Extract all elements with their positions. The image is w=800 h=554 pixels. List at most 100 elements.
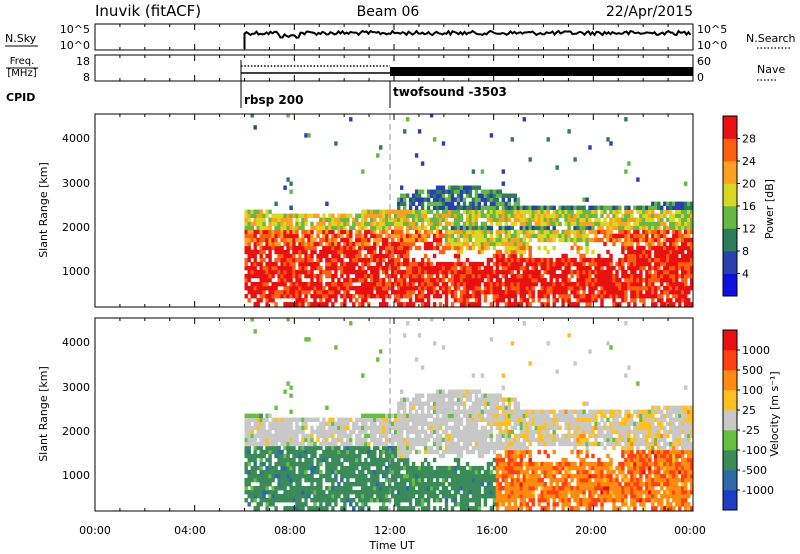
power-cell — [663, 286, 667, 291]
power-cell — [504, 282, 508, 287]
power-cell — [268, 298, 272, 303]
velocity-cell — [444, 425, 449, 431]
power-cell — [612, 282, 616, 287]
power-cell — [346, 245, 350, 251]
power-cell — [453, 229, 458, 235]
power-cell — [382, 217, 386, 222]
velocity-cell — [304, 449, 308, 455]
velocity-cell — [414, 417, 419, 422]
power-cell — [513, 282, 517, 287]
velocity-cell — [429, 393, 434, 398]
velocity-cell — [256, 433, 260, 439]
velocity-cell — [376, 469, 380, 475]
velocity-cell — [274, 506, 278, 511]
power-cell — [648, 225, 652, 231]
power-cell — [624, 278, 628, 283]
power-cell — [663, 278, 667, 283]
velocity-cell — [432, 425, 437, 431]
velocity-cell — [438, 401, 443, 406]
power-cell — [465, 229, 470, 235]
power-cell — [576, 269, 580, 275]
velocity-cell — [462, 437, 467, 443]
velocity-cell — [349, 469, 353, 475]
power-cell — [684, 201, 688, 206]
power-cell — [510, 265, 514, 271]
power-cell — [657, 205, 661, 210]
velocity-cell — [313, 486, 317, 491]
power-cell — [307, 253, 311, 259]
power-cell — [630, 290, 634, 295]
power-cell — [576, 278, 580, 283]
power-cell — [591, 298, 595, 303]
velocity-cell — [453, 417, 458, 422]
power-cell — [349, 245, 353, 251]
velocity-cell — [420, 502, 425, 507]
power-cell — [621, 241, 625, 247]
velocity-cell — [289, 441, 293, 447]
power-cell — [453, 282, 458, 287]
power-cell — [474, 193, 479, 198]
velocity-cell — [385, 425, 389, 431]
power-cell — [337, 282, 341, 287]
velocity-cell — [489, 429, 494, 435]
power-cell — [573, 229, 577, 235]
power-cell — [411, 233, 416, 239]
colorbar-tick-label: 24 — [742, 155, 756, 168]
power-cell — [483, 193, 488, 198]
velocity-cell — [438, 445, 443, 451]
power-cell — [334, 237, 338, 243]
power-cell — [552, 261, 556, 267]
power-cell — [447, 278, 452, 283]
velocity-cell — [331, 477, 335, 483]
power-cell — [471, 265, 476, 271]
sky-left-top-tick: 10^5 — [60, 23, 90, 36]
power-cell — [678, 209, 682, 214]
power-cell — [310, 241, 314, 247]
power-cell — [343, 265, 347, 271]
power-cell — [573, 261, 577, 267]
velocity-cell — [382, 461, 386, 467]
velocity-cell — [397, 413, 401, 418]
velocity-cell — [429, 477, 434, 483]
velocity-cell — [313, 417, 317, 422]
velocity-cell — [331, 433, 335, 439]
velocity-cell — [429, 449, 434, 455]
power-cell — [471, 185, 476, 190]
velocity-cell — [501, 385, 505, 390]
velocity-cell — [265, 502, 269, 507]
velocity-cell — [489, 401, 494, 406]
velocity-cell — [295, 506, 299, 511]
velocity-cell — [367, 413, 371, 418]
velocity-cell — [504, 469, 508, 475]
power-cell — [441, 205, 446, 210]
power-cell — [567, 221, 571, 227]
velocity-cell — [417, 498, 422, 503]
power-cell — [564, 286, 568, 291]
velocity-cell — [343, 453, 347, 459]
power-cell — [528, 209, 532, 214]
velocity-cell — [253, 486, 257, 491]
power-cell — [504, 205, 508, 210]
power-cell — [657, 265, 661, 271]
velocity-cell — [471, 477, 476, 483]
velocity-cell — [414, 401, 419, 406]
velocity-cell — [450, 413, 455, 418]
power-cell — [325, 265, 329, 271]
power-cell — [588, 217, 592, 222]
power-cell — [253, 290, 257, 295]
power-cell — [355, 241, 359, 247]
colorbar-segment — [723, 183, 737, 207]
power-cell — [549, 205, 553, 210]
power-cell — [609, 290, 613, 295]
velocity-cell — [417, 433, 422, 439]
velocity-cell — [498, 494, 502, 499]
velocity-cell — [274, 490, 278, 495]
power-cell — [684, 273, 688, 279]
velocity-cell — [274, 494, 278, 499]
velocity-cell — [283, 469, 287, 475]
power-cell — [567, 257, 571, 263]
power-cell — [582, 257, 586, 263]
power-cell — [465, 286, 470, 291]
power-cell — [301, 269, 305, 275]
power-cell — [480, 189, 485, 194]
